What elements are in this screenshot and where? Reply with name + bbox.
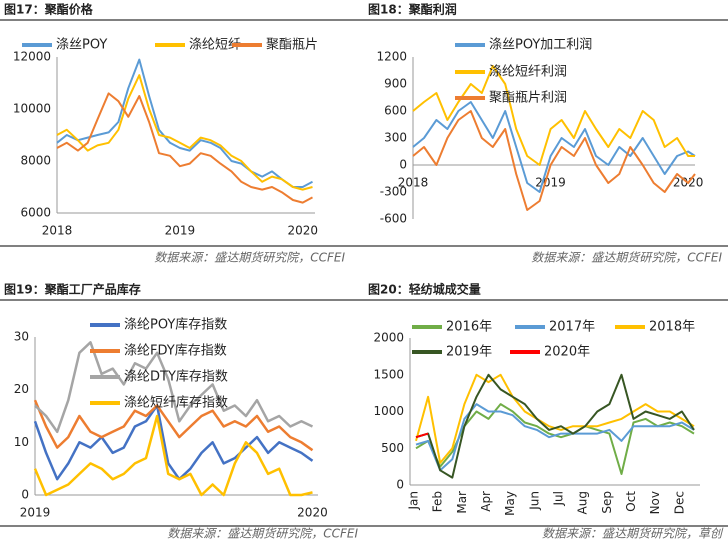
legend-label: 聚酯瓶片 <box>266 38 318 53</box>
source-note: 数据来源：盛达期货研究院，草创 <box>542 527 724 541</box>
legend-label: 2019年 <box>446 345 492 360</box>
y-tick-label: -300 <box>380 185 407 199</box>
series-line <box>56 58 313 188</box>
x-tick-label: Feb <box>431 491 445 512</box>
x-tick-label: 2018 <box>398 176 429 190</box>
legend-label: 涤纶短纤利润 <box>489 65 567 80</box>
x-tick-label: 2020 <box>297 506 328 520</box>
x-tick-label: 2019 <box>535 176 566 190</box>
chart-title: 图17：聚酯价格 <box>4 2 94 17</box>
y-tick-label: 900 <box>384 77 407 91</box>
y-tick-label: 30 <box>14 330 29 344</box>
x-tick-label: 2019 <box>165 224 196 238</box>
series-line <box>415 432 429 439</box>
series-line <box>412 110 696 211</box>
series-line <box>33 399 314 452</box>
series-line <box>415 403 695 472</box>
x-tick-label: Aug <box>576 491 590 514</box>
x-tick-label: Jul <box>552 491 566 506</box>
legend-label: 涤纶FDY库存指数 <box>124 343 227 359</box>
legend-label: 涤纶短纤 <box>189 38 241 53</box>
legend-label: 涤纶短纤库存指数 <box>124 395 228 411</box>
y-tick-label: 10000 <box>13 102 51 116</box>
legend-label: 2018年 <box>649 320 695 335</box>
x-tick-label: Jun <box>527 491 541 511</box>
y-tick-label: 0 <box>399 158 407 172</box>
y-tick-label: 600 <box>384 104 407 118</box>
x-tick-label: Nov <box>648 491 662 514</box>
x-tick-label: 2019 <box>20 506 51 520</box>
series-line <box>56 92 313 204</box>
series-line <box>33 414 313 497</box>
legend-label: 涤丝POY <box>56 38 107 53</box>
legend-label: 涤丝POY加工利润 <box>489 38 592 53</box>
y-tick-label: 20 <box>14 382 29 396</box>
x-tick-label: Mar <box>455 491 469 514</box>
x-tick-label: 2020 <box>287 224 318 238</box>
y-tick-label: 500 <box>381 441 404 455</box>
y-tick-label: 2000 <box>373 331 404 345</box>
chart-title: 图20：轻纺城成交量 <box>368 282 481 297</box>
x-tick-label: Dec <box>672 491 686 514</box>
source-note: 数据来源：盛达期货研究院，CCFEI <box>531 251 722 265</box>
y-tick-label: 1000 <box>373 404 404 418</box>
legend-label: 聚酯瓶片利润 <box>489 91 567 106</box>
y-tick-label: -600 <box>380 212 407 226</box>
y-tick-label: 300 <box>384 131 407 145</box>
series-line <box>56 74 313 191</box>
legend-label: 2016年 <box>446 320 492 335</box>
legend-label: 2020年 <box>544 345 590 360</box>
series-line <box>34 341 314 434</box>
x-tick-label: Jan <box>407 491 421 511</box>
series-line <box>415 373 695 464</box>
y-tick-label: 1500 <box>373 367 404 381</box>
y-tick-label: 0 <box>21 488 29 502</box>
y-tick-label: 12000 <box>13 50 51 64</box>
legend-label: 涤纶POY库存指数 <box>124 317 227 333</box>
y-tick-label: 6000 <box>20 206 51 220</box>
source-note: 数据来源：盛达期货研究院，CCFEI <box>154 251 345 265</box>
chart-title: 图19：聚酯工厂产品库存 <box>4 282 141 297</box>
series-line <box>33 404 314 481</box>
y-tick-label: 0 <box>396 478 404 492</box>
chart-title: 图18：聚酯利润 <box>368 2 457 17</box>
x-tick-label: Sep <box>600 491 614 514</box>
x-tick-label: Oct <box>624 491 638 512</box>
series-line <box>415 373 695 479</box>
y-tick-label: 10 <box>14 435 29 449</box>
source-note: 数据来源：盛达期货研究院，CCFEI <box>167 527 358 541</box>
series-line <box>412 101 696 193</box>
x-tick-label: May <box>503 491 517 516</box>
x-tick-label: Apr <box>479 491 493 512</box>
y-tick-label: 1200 <box>376 50 407 64</box>
legend-label: 2017年 <box>549 320 595 335</box>
y-tick-label: 8000 <box>20 154 51 168</box>
x-tick-label: 2018 <box>42 224 73 238</box>
legend-label: 涤纶DTY库存指数 <box>124 369 228 385</box>
